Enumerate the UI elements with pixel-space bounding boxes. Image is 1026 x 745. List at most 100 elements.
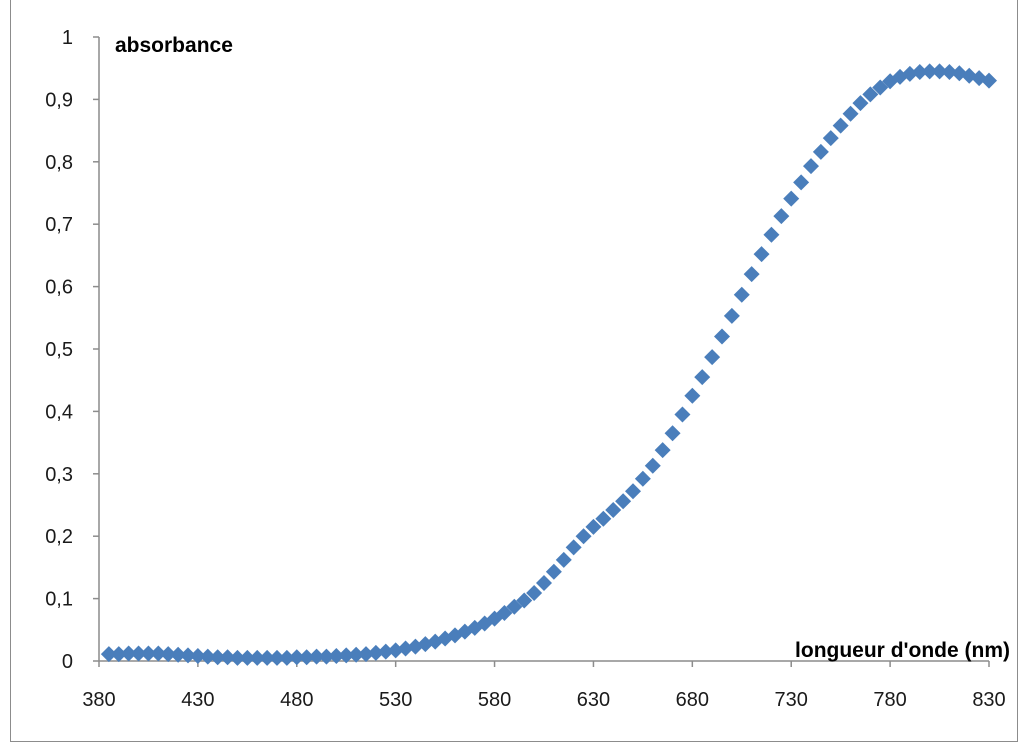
y-tick-label: 0,2 <box>45 526 73 548</box>
data-point <box>585 518 602 535</box>
data-point <box>496 604 513 621</box>
data-point <box>743 266 760 283</box>
y-tick-label: 0,7 <box>45 214 73 236</box>
data-point <box>189 648 206 665</box>
data-point <box>872 79 889 96</box>
data-point <box>377 643 394 660</box>
x-tick-label: 730 <box>775 689 808 711</box>
data-point <box>110 646 127 663</box>
x-tick-label: 580 <box>478 689 511 711</box>
data-point <box>545 563 562 580</box>
data-point <box>387 642 404 659</box>
y-axis-title: absorbance <box>115 34 233 57</box>
data-point <box>901 65 918 82</box>
data-point <box>170 646 187 663</box>
x-tick-label: 530 <box>379 689 412 711</box>
data-points <box>100 63 997 666</box>
y-tick-label: 0,5 <box>45 339 73 361</box>
y-tick-label: 0,6 <box>45 277 73 299</box>
data-point <box>634 470 651 487</box>
data-point <box>249 649 266 666</box>
data-point <box>160 646 177 663</box>
data-point <box>704 349 721 366</box>
data-point <box>822 130 839 147</box>
data-point <box>555 551 572 568</box>
data-point <box>803 158 819 175</box>
data-point <box>911 63 928 80</box>
data-point <box>763 226 780 243</box>
data-point <box>348 646 365 663</box>
tick-labels: 0 0,1 0,2 0,3 0,4 0,5 0,6 0,7 0,8 0,9 1 380 430 480 53… <box>45 27 1006 711</box>
x-tick-label: 830 <box>972 689 1005 711</box>
data-point <box>199 648 216 665</box>
data-point <box>941 63 958 80</box>
data-point <box>575 528 592 545</box>
data-point <box>773 208 790 225</box>
data-point <box>842 105 859 122</box>
data-point <box>921 63 938 80</box>
chart-frame <box>10 0 1018 742</box>
data-point <box>100 646 117 663</box>
data-point <box>239 649 256 666</box>
x-tick-label: 430 <box>181 689 214 711</box>
data-point <box>130 645 147 662</box>
data-point <box>862 86 879 103</box>
x-tick-label: 780 <box>873 689 906 711</box>
data-point <box>229 649 246 666</box>
data-point <box>783 190 800 207</box>
data-point <box>506 598 523 615</box>
data-point <box>684 387 701 404</box>
data-point <box>298 649 315 666</box>
data-point <box>723 307 740 324</box>
x-tick-label: 480 <box>280 689 313 711</box>
y-tick-label: 0,3 <box>45 464 73 486</box>
y-tick-label: 0,9 <box>45 89 73 111</box>
y-tick-label: 1 <box>62 27 73 49</box>
data-point <box>852 95 869 112</box>
data-point <box>654 442 671 459</box>
data-point <box>259 649 276 666</box>
data-point <box>694 369 711 386</box>
data-point <box>278 649 295 666</box>
data-point <box>209 649 226 666</box>
data-point <box>308 648 325 665</box>
x-axis-title: longueur d'onde (nm) <box>795 639 1010 662</box>
y-tick-label: 0,1 <box>45 589 73 611</box>
data-point <box>328 648 345 665</box>
data-point <box>793 174 810 191</box>
data-point <box>753 246 770 263</box>
data-point <box>605 501 622 518</box>
data-point <box>180 647 196 664</box>
axes <box>93 36 990 667</box>
data-point <box>120 645 137 662</box>
data-point <box>565 539 582 556</box>
data-point <box>981 72 997 89</box>
y-tick-label: 0,8 <box>45 152 73 174</box>
data-point <box>526 584 543 601</box>
y-tick-label: 0,4 <box>45 401 73 423</box>
data-point <box>516 592 533 609</box>
x-tick-label: 380 <box>82 689 115 711</box>
data-point <box>931 63 948 80</box>
data-point <box>318 648 335 665</box>
data-point <box>832 117 849 134</box>
x-tick-label: 680 <box>676 689 709 711</box>
data-point <box>644 457 661 474</box>
y-tick-label: 0 <box>62 651 73 673</box>
data-point <box>714 328 730 345</box>
data-point <box>338 647 355 664</box>
data-point <box>664 425 681 442</box>
data-point <box>615 493 632 510</box>
data-point <box>595 510 612 527</box>
data-point <box>288 649 305 666</box>
data-point <box>219 649 236 666</box>
data-point <box>367 644 384 661</box>
data-point <box>140 645 157 662</box>
data-point <box>358 646 374 663</box>
data-point <box>269 649 285 666</box>
data-point <box>674 406 691 423</box>
data-point <box>625 483 641 500</box>
data-point <box>733 286 750 303</box>
data-point <box>812 143 829 160</box>
